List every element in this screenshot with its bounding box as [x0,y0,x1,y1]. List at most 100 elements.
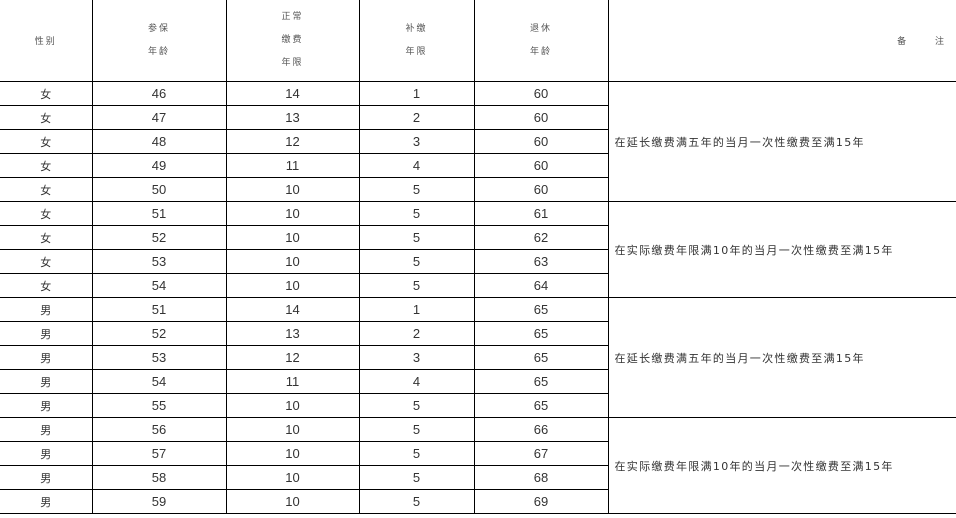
cell-normal-years: 14 [225,81,360,106]
cell-retire-age: 60 [473,81,609,106]
cell-supplement-years: 5 [358,225,475,250]
cell-normal-years: 10 [225,225,360,250]
cell-gender: 男 [0,489,93,514]
cell-supplement-years: 2 [358,105,475,130]
cell-gender: 男 [0,369,93,394]
cell-supplement-years: 1 [358,297,475,322]
cell-join-age: 50 [91,177,227,202]
cell-join-age: 53 [91,345,227,370]
cell-gender: 女 [0,177,93,202]
cell-retire-age: 68 [473,465,609,490]
cell-normal-years: 10 [225,465,360,490]
table-row: 男 51 14 1 65 在延长缴费满五年的当月一次性缴费至满15年 [0,297,956,418]
cell-join-age: 51 [91,201,227,226]
table-row: 男 59 10 5 69 [0,489,956,514]
cell-normal-years: 11 [225,153,360,178]
cell-gender: 男 [0,417,93,442]
cell-gender: 女 [0,225,93,250]
cell-gender: 男 [0,345,93,370]
cell-retire-age: 65 [473,369,609,394]
cell-retire-age: 60 [473,105,609,130]
header-row: 性别 参保 年龄 正常 缴费 年限 补缴 年限 退休 年龄 备 注 [0,0,956,82]
table-row: 女 50 10 5 60 [0,177,956,202]
cell-retire-age: 65 [473,393,609,418]
cell-join-age: 52 [91,225,227,250]
cell-join-age: 47 [91,105,227,130]
table-row: 男 57 10 5 67 [0,441,956,466]
header-remarks: 备 注 [607,0,956,82]
cell-retire-age: 62 [473,225,609,250]
cell-supplement-years: 5 [358,201,475,226]
cell-supplement-years: 1 [358,81,475,106]
cell-normal-years: 12 [225,129,360,154]
cell-supplement-years: 5 [358,441,475,466]
cell-normal-years: 10 [225,177,360,202]
cell-retire-age: 63 [473,249,609,274]
cell-gender: 女 [0,105,93,130]
cell-normal-years: 10 [225,201,360,226]
cell-supplement-years: 2 [358,321,475,346]
cell-join-age: 51 [91,297,227,322]
cell-gender: 女 [0,153,93,178]
cell-normal-years: 10 [225,393,360,418]
cell-join-age: 54 [91,273,227,298]
cell-normal-years: 10 [225,417,360,442]
cell-retire-age: 65 [473,321,609,346]
cell-join-age: 52 [91,321,227,346]
cell-gender: 男 [0,441,93,466]
cell-normal-years: 10 [225,441,360,466]
header-retire-age: 退休 年龄 [473,0,609,82]
cell-join-age: 57 [91,441,227,466]
header-join-age: 参保 年龄 [91,0,227,82]
remark-cell: 在实际缴费年限满10年的当月一次性缴费至满15年 [607,417,956,514]
cell-normal-years: 13 [225,105,360,130]
remark-cell: 在延长缴费满五年的当月一次性缴费至满15年 [607,81,956,202]
table-row: 女 46 14 1 60 在延长缴费满五年的当月一次性缴费至满15年 [0,81,956,202]
cell-retire-age: 67 [473,441,609,466]
cell-gender: 男 [0,321,93,346]
cell-supplement-years: 5 [358,465,475,490]
table-row: 女 48 12 3 60 [0,129,956,154]
cell-supplement-years: 3 [358,345,475,370]
cell-supplement-years: 5 [358,489,475,514]
cell-retire-age: 69 [473,489,609,514]
table-row: 男 56 10 5 66 在实际缴费年限满10年的当月一次性缴费至满15年 [0,417,956,514]
cell-join-age: 58 [91,465,227,490]
cell-retire-age: 65 [473,345,609,370]
header-normal-years: 正常 缴费 年限 [225,0,360,82]
cell-supplement-years: 5 [358,417,475,442]
cell-normal-years: 10 [225,273,360,298]
cell-gender: 女 [0,81,93,106]
cell-gender: 女 [0,129,93,154]
cell-join-age: 48 [91,129,227,154]
cell-join-age: 46 [91,81,227,106]
cell-join-age: 55 [91,393,227,418]
cell-gender: 女 [0,273,93,298]
remark-cell: 在延长缴费满五年的当月一次性缴费至满15年 [607,297,956,418]
cell-retire-age: 66 [473,417,609,442]
cell-normal-years: 10 [225,489,360,514]
cell-supplement-years: 5 [358,273,475,298]
table-row: 女 51 10 5 61 在实际缴费年限满10年的当月一次性缴费至满15年 [0,201,956,298]
cell-normal-years: 11 [225,369,360,394]
table-row: 男 55 10 5 65 [0,393,956,418]
cell-supplement-years: 5 [358,177,475,202]
cell-retire-age: 64 [473,273,609,298]
cell-gender: 男 [0,465,93,490]
header-supplement-years: 补缴 年限 [358,0,475,82]
remark-cell: 在实际缴费年限满10年的当月一次性缴费至满15年 [607,201,956,298]
cell-retire-age: 60 [473,129,609,154]
cell-join-age: 59 [91,489,227,514]
cell-retire-age: 61 [473,201,609,226]
cell-retire-age: 60 [473,177,609,202]
cell-gender: 男 [0,393,93,418]
cell-supplement-years: 5 [358,249,475,274]
table-row: 男 54 11 4 65 [0,369,956,394]
cell-normal-years: 13 [225,321,360,346]
cell-gender: 女 [0,249,93,274]
cell-normal-years: 12 [225,345,360,370]
cell-join-age: 56 [91,417,227,442]
cell-supplement-years: 4 [358,153,475,178]
cell-join-age: 54 [91,369,227,394]
